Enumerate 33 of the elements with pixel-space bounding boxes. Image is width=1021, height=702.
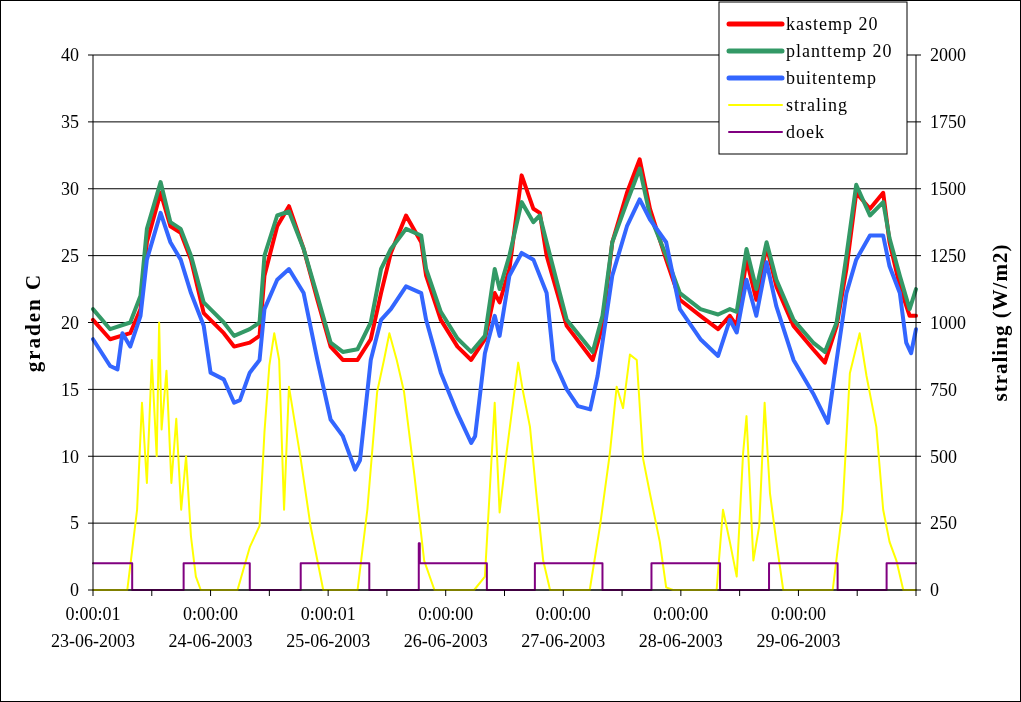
x-tick-label: 0:00:00 24-06-2003: [168, 604, 253, 651]
y2-tick-label: 2000: [930, 45, 966, 66]
legend-label: straling: [786, 95, 848, 116]
y-tick-label: 15: [61, 379, 79, 400]
y-tick-label: 25: [61, 245, 79, 266]
y-tick-label: 30: [61, 179, 79, 200]
x-tick-label: 0:00:00 27-06-2003: [521, 604, 606, 651]
y-tick-label: 5: [70, 513, 79, 534]
x-tick-label: 0:00:01 25-06-2003: [286, 604, 371, 651]
legend-label: doek: [786, 122, 825, 143]
y-axis-title: graden C: [21, 272, 45, 373]
y-tick-label: 0: [70, 580, 79, 601]
y-tick-label: 35: [61, 112, 79, 133]
x-tick-label: 0:00:00 28-06-2003: [638, 604, 723, 651]
y2-tick-label: 250: [930, 513, 957, 534]
x-tick-label: 0:00:00 29-06-2003: [756, 604, 841, 651]
legend-label: buitentemp: [786, 68, 877, 89]
y-tick-label: 40: [61, 45, 79, 66]
y2-tick-label: 0: [930, 580, 939, 601]
line-series: [91, 197, 918, 472]
y2-tick-label: 1250: [930, 245, 966, 266]
legend-label: kastemp 20: [786, 14, 879, 35]
y-tick-label: 20: [61, 312, 79, 333]
y-tick-label: 10: [61, 446, 79, 467]
x-tick-label: 0:00:00 26-06-2003: [403, 604, 488, 651]
y2-tick-label: 1500: [930, 179, 966, 200]
y2-tick-label: 1750: [930, 112, 966, 133]
x-tick-label: 0:00:01 23-06-2003: [51, 604, 135, 651]
y2-tick-label: 500: [930, 446, 957, 467]
y2-tick-label: 750: [930, 379, 957, 400]
legend-label: planttemp 20: [786, 41, 893, 62]
y2-axis-title: straling (W/m2): [988, 243, 1012, 402]
y2-tick-label: 1000: [930, 312, 966, 333]
